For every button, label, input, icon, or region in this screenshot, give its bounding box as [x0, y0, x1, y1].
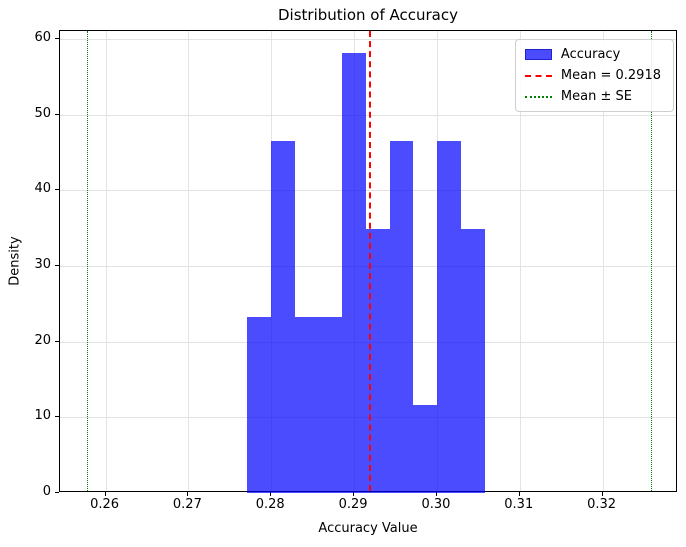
y-tick-mark: [55, 37, 59, 39]
histogram-bar: [342, 53, 366, 493]
y-tick-mark: [55, 492, 59, 493]
se-line: [650, 31, 652, 491]
chart-title: Distribution of Accuracy: [278, 6, 458, 24]
x-tick-label: 0.30: [421, 497, 451, 512]
x-axis-label: Accuracy Value: [318, 521, 418, 536]
x-tick-label: 0.27: [172, 497, 202, 512]
histogram-bars-layer: [60, 31, 676, 493]
se-line: [87, 31, 89, 491]
y-tick-mark: [55, 416, 59, 418]
histogram-bar: [413, 404, 438, 493]
legend-entry-accuracy: Accuracy: [524, 47, 661, 62]
mean-line: [369, 31, 371, 491]
gridline-horizontal: [60, 114, 676, 116]
y-tick-mark: [55, 264, 59, 266]
reference-lines-layer: [60, 31, 676, 491]
x-tick-mark: [104, 492, 106, 496]
legend-label-mean: Mean = 0.2918: [560, 68, 661, 83]
y-tick-label: 50: [34, 105, 51, 121]
gridline-vertical: [602, 31, 604, 491]
histogram-bar: [389, 141, 414, 493]
gridline-vertical: [105, 31, 107, 491]
x-tick-mark: [353, 492, 355, 496]
gridline-vertical: [519, 31, 521, 491]
y-tick-mark: [55, 189, 59, 191]
legend-label-se: Mean ± SE: [560, 89, 632, 104]
x-tick-mark: [601, 492, 603, 496]
y-tick-mark: [55, 113, 59, 115]
se-dotted-line-icon: [524, 95, 552, 98]
gridline-horizontal: [60, 38, 676, 40]
y-tick-mark: [55, 340, 59, 342]
x-tick-label: 0.28: [255, 497, 285, 512]
histogram-bar: [460, 229, 485, 493]
y-tick-label: 60: [34, 29, 51, 45]
legend: Accuracy Mean = 0.2918 Mean ± SE: [514, 39, 674, 112]
gridline-vertical: [188, 31, 190, 491]
x-tick-mark: [518, 492, 520, 496]
x-tick-label: 0.32: [587, 497, 617, 512]
mean-dashed-line-icon: [524, 74, 552, 77]
legend-label-accuracy: Accuracy: [560, 47, 621, 62]
legend-entry-mean: Mean = 0.2918: [524, 68, 661, 83]
gridline-horizontal: [60, 190, 676, 192]
y-tick-label: 0: [42, 484, 51, 499]
x-tick-mark: [270, 492, 272, 496]
y-tick-label: 40: [34, 181, 51, 197]
histogram-bar: [437, 141, 461, 493]
histogram-bar: [247, 316, 271, 493]
y-tick-label: 10: [34, 408, 51, 424]
histogram-bar: [318, 316, 343, 493]
y-tick-label: 30: [34, 256, 51, 272]
histogram-bar: [294, 316, 319, 493]
x-tick-mark: [187, 492, 189, 496]
x-tick-label: 0.31: [504, 497, 534, 512]
x-tick-label: 0.26: [90, 497, 120, 512]
x-tick-mark: [435, 492, 437, 496]
legend-entry-se: Mean ± SE: [524, 89, 661, 104]
x-tick-label: 0.29: [338, 497, 368, 512]
plot-area: Accuracy Mean = 0.2918 Mean ± SE: [59, 30, 677, 493]
y-tick-label: 20: [34, 332, 51, 348]
accuracy-patch-icon: [524, 49, 552, 60]
histogram-bar: [365, 229, 390, 493]
histogram-bar: [270, 141, 295, 493]
y-axis-label: Density: [7, 236, 23, 286]
